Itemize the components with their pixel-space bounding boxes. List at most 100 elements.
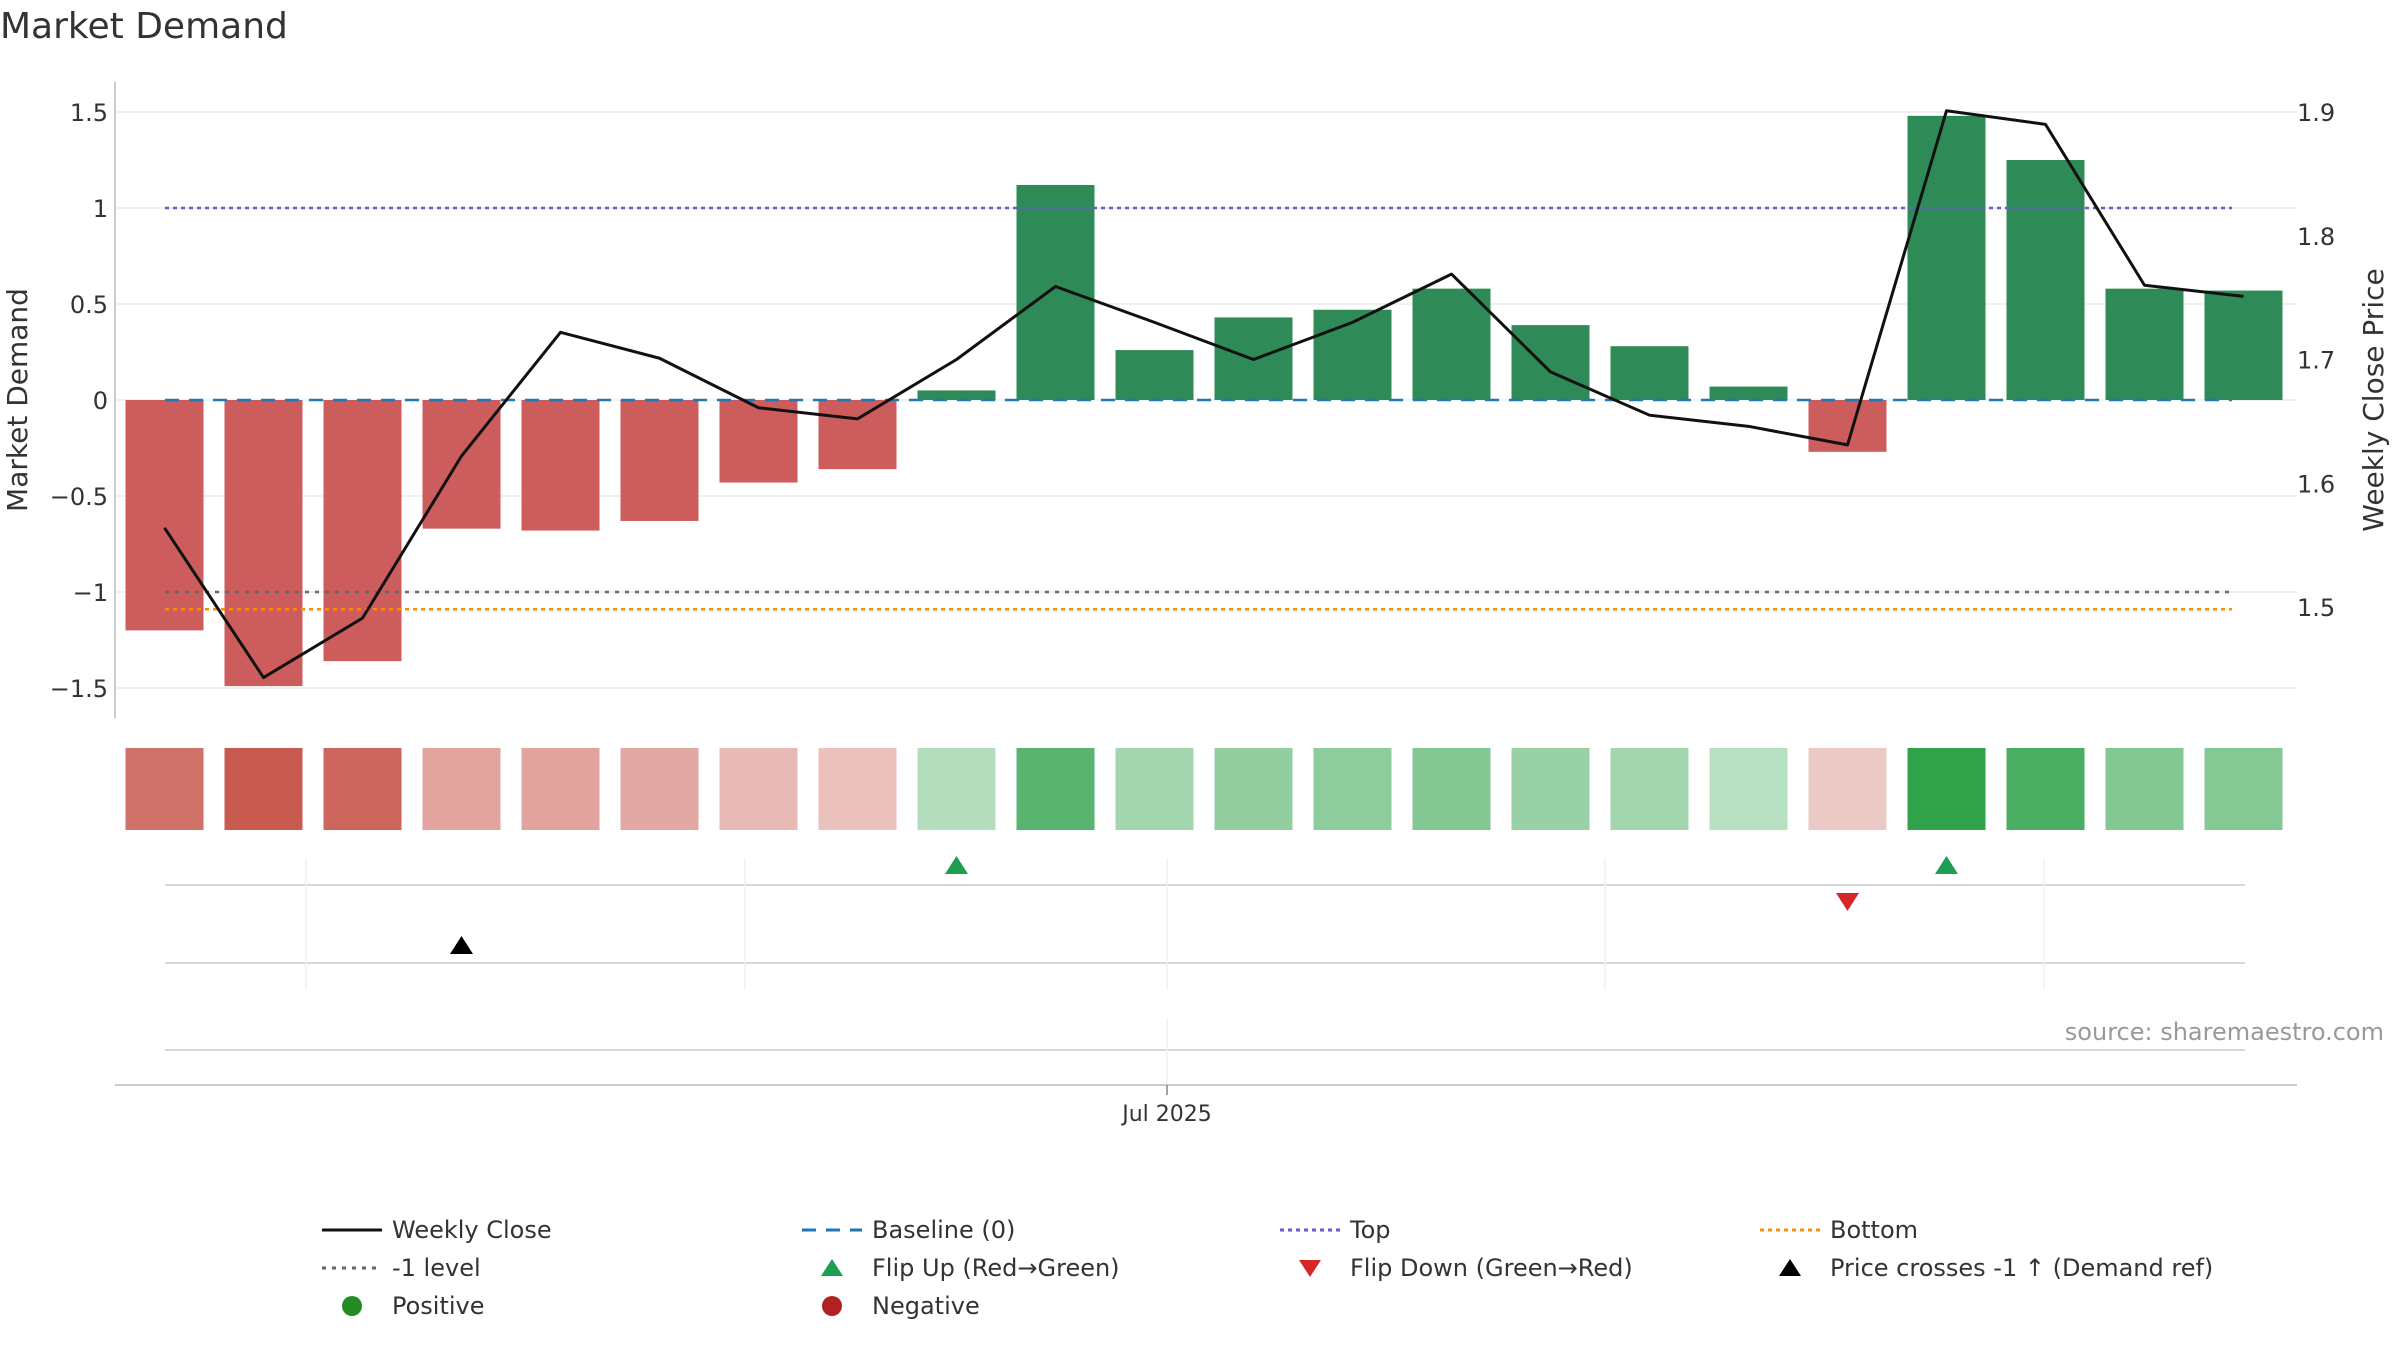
legend-label: Price crosses -1 ↑ (Demand ref) [1830,1254,2214,1282]
legend: Weekly Close Baseline (0) Top Bottom -1 … [0,1212,2400,1342]
heat-cell [2105,748,2184,830]
demand-bar [224,400,303,687]
heat-cell [1709,748,1788,830]
price-cross-marker [450,936,473,954]
flip-up-marker [1935,856,1958,874]
legend-label: Negative [872,1292,980,1320]
heat-cell [521,748,600,830]
demand-bar [620,400,699,521]
demand-heat-strip [125,748,2283,830]
axis-labels: 1.5 1 0.5 0 −0.5 −1 −1.5 1.9 1.8 1.7 1.6 1.5 Market … [1,99,2390,1127]
source-note: source: sharemaestro.com [2064,1018,2384,1046]
demand-bar [125,400,204,631]
legend-label: Weekly Close [392,1216,552,1244]
legend-item-baseline[interactable]: Baseline (0) [802,1212,1015,1248]
legend-item-bottom[interactable]: Bottom [1760,1212,1918,1248]
y-tick-label: 1 [93,195,108,223]
heat-cell [323,748,402,830]
demand-bars [125,115,2283,687]
heat-cell [422,748,501,830]
legend-item-positive[interactable]: Positive [322,1288,485,1324]
heat-cell [1214,748,1293,830]
triangle-up-icon [821,1259,843,1276]
heat-cell [917,748,996,830]
legend-label: Positive [392,1292,485,1320]
demand-bar [1016,184,1095,400]
y2-axis-title: Weekly Close Price [2357,268,2390,531]
demand-bar [521,400,600,531]
legend-item-top[interactable]: Top [1280,1212,1391,1248]
dotted-line-icon [1760,1228,1820,1232]
heat-cell [1808,748,1887,830]
y-tick-label: −1 [73,579,108,607]
heat-cell [1016,748,1095,830]
legend-label: Baseline (0) [872,1216,1016,1244]
heat-cell [1907,748,1986,830]
demand-bar [818,400,897,470]
demand-bar [2204,290,2283,400]
legend-label: -1 level [392,1254,481,1282]
heat-cell [1115,748,1194,830]
y-tick-label: −0.5 [50,483,108,511]
heat-cell [1412,748,1491,830]
dotted-line-icon [322,1266,382,1270]
y2-tick-label: 1.8 [2297,223,2335,251]
y2-tick-label: 1.7 [2297,347,2335,375]
y2-tick-label: 1.9 [2297,99,2335,127]
demand-bar [1115,350,1194,400]
y2-tick-label: 1.6 [2297,470,2335,498]
heat-cell [1610,748,1689,830]
flip-up-marker [945,856,968,874]
x-tick-label: Jul 2025 [1120,1102,1212,1127]
demand-bar [1412,288,1491,400]
demand-bar [917,390,996,400]
circle-icon [822,1296,842,1316]
heat-cell [719,748,798,830]
circle-icon [342,1296,362,1316]
legend-item-flip-up[interactable]: Flip Up (Red→Green) [802,1250,1120,1286]
legend-label: Bottom [1830,1216,1919,1244]
demand-bar [1907,115,1986,400]
flip-down-marker [1836,893,1859,911]
legend-item-negative[interactable]: Negative [802,1288,980,1324]
triangle-up-icon [1779,1259,1801,1276]
y-tick-label: 1.5 [70,99,108,127]
legend-label: Flip Up (Red→Green) [872,1254,1120,1282]
weekly-close-path [163,109,2244,680]
dotted-line-icon [1280,1228,1340,1232]
legend-item-price-cross[interactable]: Price crosses -1 ↑ (Demand ref) [1760,1250,2213,1286]
axes [114,82,116,718]
demand-bar [1709,386,1788,400]
heat-cell [224,748,303,830]
heat-cell [620,748,699,830]
dashed-line-icon [802,1228,862,1232]
reference-lines [165,206,2232,611]
event-markers [115,856,2297,1096]
legend-item-flip-down[interactable]: Flip Down (Green→Red) [1280,1250,1633,1286]
heat-cell [2204,748,2283,830]
chart-title: Market Demand [0,6,288,47]
demand-bar [2006,160,2085,400]
y-tick-label: −1.5 [50,675,108,703]
y2-tick-label: 1.5 [2297,594,2335,622]
legend-item-weekly-close[interactable]: Weekly Close [322,1212,552,1248]
market-demand-chart: 1.5 1 0.5 0 −0.5 −1 −1.5 1.9 1.8 1.7 1.6 1.5 Market … [1,82,2390,1127]
solid-line-icon [322,1228,382,1232]
y-tick-label: 0 [93,387,108,415]
legend-label: Top [1350,1216,1391,1244]
triangle-down-icon [1299,1260,1321,1277]
demand-bar [2105,288,2184,400]
heat-cell [2006,748,2085,830]
demand-bar [1313,309,1392,400]
demand-bar [1610,346,1689,400]
legend-item-minus-one[interactable]: -1 level [322,1250,481,1286]
y-axis-title: Market Demand [1,288,34,512]
y-tick-label: 0.5 [70,291,108,319]
heat-cell [1511,748,1590,830]
weekly-close-line [163,109,2244,680]
demand-bar [422,400,501,529]
heat-cell [1313,748,1392,830]
legend-label: Flip Down (Green→Red) [1350,1254,1633,1282]
demand-bar [323,400,402,662]
demand-bar [1511,325,1590,400]
